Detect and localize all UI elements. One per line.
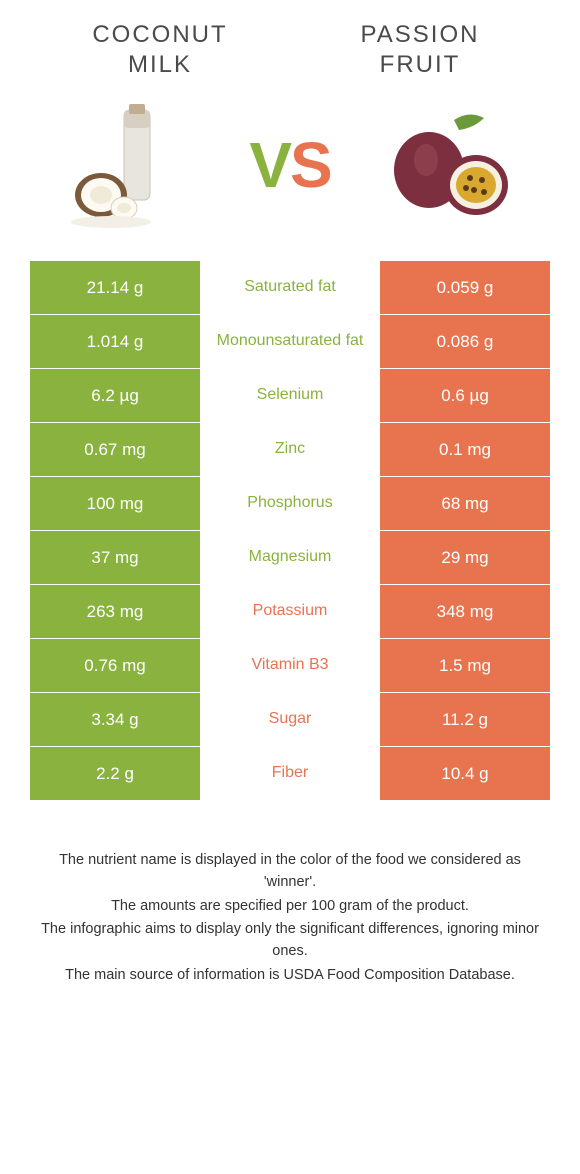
table-row: 6.2 µgSelenium0.6 µg [30,368,550,422]
passion-fruit-image [384,100,514,230]
left-value-cell: 0.67 mg [30,422,200,476]
left-value-cell: 263 mg [30,584,200,638]
left-value-cell: 100 mg [30,476,200,530]
left-value-cell: 37 mg [30,530,200,584]
nutrient-label-cell: Monounsaturated fat [200,314,380,368]
footer-line: The nutrient name is displayed in the co… [40,850,540,894]
nutrient-label-cell: Vitamin B3 [200,638,380,692]
nutrient-label-cell: Fiber [200,746,380,800]
table-row: 37 mgMagnesium29 mg [30,530,550,584]
coconut-icon [66,100,196,230]
title-text: PASSION [361,21,480,48]
left-value-cell: 0.76 mg [30,638,200,692]
coconut-milk-image [66,100,196,230]
left-value-cell: 6.2 µg [30,368,200,422]
table-row: 100 mgPhosphorus68 mg [30,476,550,530]
nutrient-label-cell: Saturated fat [200,260,380,314]
title-text: FRUIT [380,51,461,78]
table-row: 0.76 mgVitamin B31.5 mg [30,638,550,692]
left-value-cell: 21.14 g [30,260,200,314]
vs-v: V [249,129,290,201]
right-value-cell: 11.2 g [380,692,550,746]
table-row: 2.2 gFiber10.4 g [30,746,550,800]
right-value-cell: 1.5 mg [380,638,550,692]
left-value-cell: 3.34 g [30,692,200,746]
nutrient-comparison-table: 21.14 gSaturated fat0.059 g1.014 gMonoun… [30,260,550,800]
nutrient-label-cell: Zinc [200,422,380,476]
passion-fruit-icon [384,100,514,230]
table-row: 3.34 gSugar11.2 g [30,692,550,746]
footer-notes: The nutrient name is displayed in the co… [0,800,580,1009]
left-value-cell: 1.014 g [30,314,200,368]
right-value-cell: 348 mg [380,584,550,638]
nutrient-label-cell: Potassium [200,584,380,638]
right-value-cell: 10.4 g [380,746,550,800]
title-text: COCONUT [92,21,227,48]
header-titles: COCONUT MILK PASSION FRUIT [0,0,580,90]
title-text: MILK [128,51,192,78]
table-row: 263 mgPotassium348 mg [30,584,550,638]
footer-line: The amounts are specified per 100 gram o… [40,896,540,918]
left-value-cell: 2.2 g [30,746,200,800]
nutrient-label-cell: Magnesium [200,530,380,584]
footer-line: The main source of information is USDA F… [40,965,540,987]
right-value-cell: 68 mg [380,476,550,530]
vs-label: VS [249,128,330,202]
table-row: 0.67 mgZinc0.1 mg [30,422,550,476]
right-value-cell: 0.6 µg [380,368,550,422]
vs-row: VS [0,90,580,260]
vs-s: S [290,129,331,201]
nutrient-label-cell: Sugar [200,692,380,746]
left-food-title: COCONUT MILK [43,20,277,80]
right-value-cell: 0.059 g [380,260,550,314]
nutrient-label-cell: Selenium [200,368,380,422]
table-row: 1.014 gMonounsaturated fat0.086 g [30,314,550,368]
footer-line: The infographic aims to display only the… [40,919,540,963]
nutrient-label-cell: Phosphorus [200,476,380,530]
right-value-cell: 0.086 g [380,314,550,368]
table-row: 21.14 gSaturated fat0.059 g [30,260,550,314]
right-value-cell: 29 mg [380,530,550,584]
right-value-cell: 0.1 mg [380,422,550,476]
right-food-title: PASSION FRUIT [303,20,537,80]
